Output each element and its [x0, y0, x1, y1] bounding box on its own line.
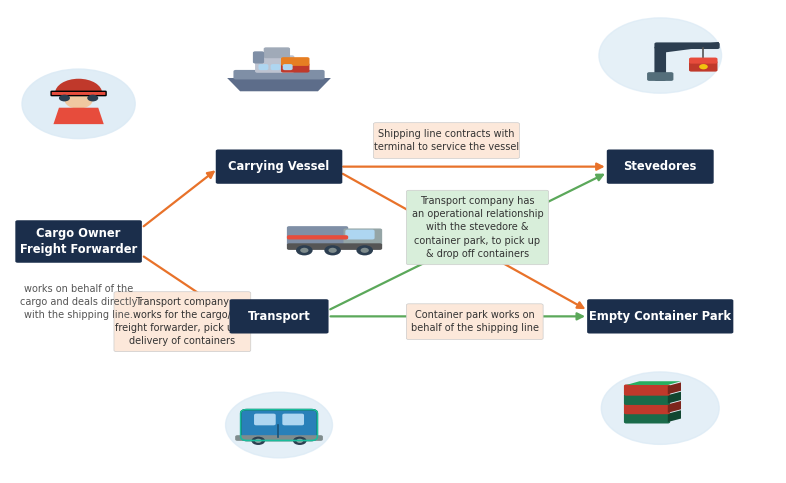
Wedge shape [55, 79, 102, 93]
FancyBboxPatch shape [287, 243, 382, 250]
FancyBboxPatch shape [241, 410, 318, 440]
Text: Cargo Owner
Freight Forwarder: Cargo Owner Freight Forwarder [20, 227, 138, 256]
Circle shape [226, 392, 332, 458]
FancyBboxPatch shape [624, 403, 670, 414]
FancyBboxPatch shape [373, 123, 520, 158]
FancyBboxPatch shape [16, 220, 142, 263]
FancyBboxPatch shape [287, 226, 348, 246]
FancyBboxPatch shape [406, 190, 549, 265]
FancyBboxPatch shape [406, 304, 543, 340]
FancyBboxPatch shape [230, 299, 329, 333]
FancyBboxPatch shape [281, 63, 310, 72]
Circle shape [252, 437, 265, 445]
FancyBboxPatch shape [51, 91, 106, 96]
Circle shape [599, 18, 722, 93]
Circle shape [87, 95, 98, 101]
FancyBboxPatch shape [259, 64, 269, 70]
Text: works on behalf of the
cargo and deals directly
with the shipping line.: works on behalf of the cargo and deals d… [20, 284, 138, 320]
Text: Transport company has
an operational relationship
with the stevedore &
container: Transport company has an operational rel… [412, 196, 543, 259]
Polygon shape [668, 410, 681, 422]
Text: Transport: Transport [248, 310, 310, 323]
FancyBboxPatch shape [624, 394, 670, 405]
FancyBboxPatch shape [282, 413, 304, 426]
Circle shape [700, 64, 708, 70]
FancyBboxPatch shape [270, 64, 281, 70]
FancyBboxPatch shape [283, 64, 292, 70]
Circle shape [361, 248, 369, 253]
Polygon shape [227, 78, 331, 91]
Circle shape [64, 91, 93, 109]
Circle shape [296, 245, 313, 256]
FancyBboxPatch shape [607, 149, 714, 184]
Polygon shape [53, 108, 104, 124]
FancyBboxPatch shape [343, 228, 382, 246]
FancyBboxPatch shape [254, 413, 276, 426]
FancyBboxPatch shape [647, 72, 674, 81]
FancyBboxPatch shape [345, 229, 375, 240]
Circle shape [59, 95, 70, 101]
FancyBboxPatch shape [114, 292, 251, 352]
FancyBboxPatch shape [253, 51, 264, 63]
Text: Shipping line contracts with
terminal to service the vessel: Shipping line contracts with terminal to… [374, 129, 519, 152]
FancyBboxPatch shape [587, 299, 733, 333]
FancyBboxPatch shape [281, 57, 310, 66]
Circle shape [329, 248, 336, 253]
FancyBboxPatch shape [233, 70, 325, 79]
Polygon shape [668, 401, 681, 413]
FancyBboxPatch shape [255, 55, 294, 73]
Circle shape [296, 439, 303, 443]
FancyBboxPatch shape [689, 57, 718, 64]
Circle shape [325, 245, 341, 256]
FancyBboxPatch shape [655, 43, 720, 49]
Text: Empty Container Park: Empty Container Park [590, 310, 731, 323]
Circle shape [293, 437, 307, 445]
Text: Container park works on
behalf of the shipping line: Container park works on behalf of the sh… [411, 310, 538, 333]
Text: Stevedores: Stevedores [623, 160, 697, 173]
FancyBboxPatch shape [624, 384, 670, 396]
FancyBboxPatch shape [689, 61, 718, 71]
FancyBboxPatch shape [215, 149, 343, 184]
Circle shape [601, 372, 719, 444]
FancyBboxPatch shape [287, 235, 348, 240]
FancyBboxPatch shape [263, 47, 290, 58]
FancyBboxPatch shape [235, 435, 323, 441]
Circle shape [255, 439, 262, 443]
Polygon shape [626, 381, 681, 385]
FancyBboxPatch shape [655, 46, 666, 81]
Text: Carrying Vessel: Carrying Vessel [229, 160, 329, 173]
Circle shape [300, 248, 308, 253]
Text: Transport company
works for the cargo/
freight forwarder, pick up &
delivery of : Transport company works for the cargo/ f… [115, 297, 250, 346]
Polygon shape [668, 392, 681, 403]
Circle shape [356, 245, 373, 256]
Circle shape [22, 69, 135, 139]
Polygon shape [668, 383, 681, 394]
FancyBboxPatch shape [624, 412, 670, 424]
